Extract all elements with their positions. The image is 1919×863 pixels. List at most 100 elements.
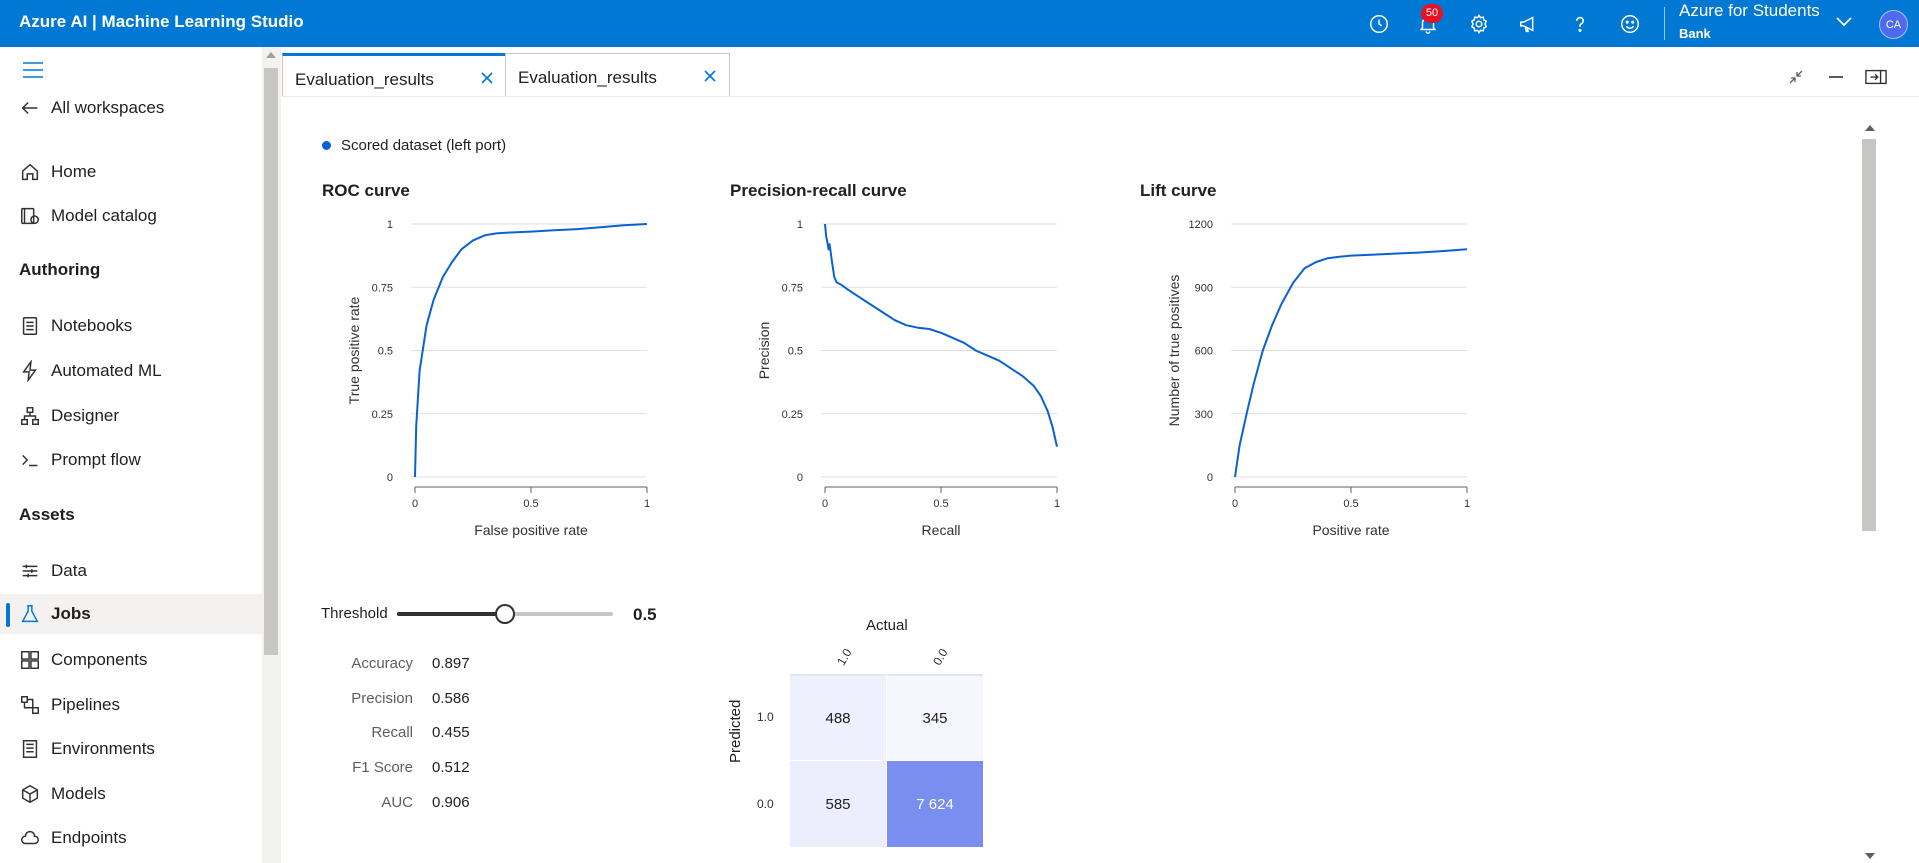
metric-name-precision: Precision	[351, 690, 413, 707]
megaphone-icon[interactable]	[1514, 9, 1544, 39]
nav-label: Endpoints	[51, 828, 127, 847]
confusion-matrix-cell-fn: 585	[790, 761, 886, 847]
designer-icon	[19, 405, 41, 427]
nav-prompt-flow[interactable]: Prompt flow	[0, 440, 262, 480]
pipeline-icon	[19, 694, 41, 716]
nav-all-workspaces[interactable]: All workspaces	[0, 88, 262, 128]
x-tick-label: 1	[644, 498, 650, 510]
history-icon[interactable]	[1364, 9, 1394, 39]
confusion-matrix-cell-tp: 488	[790, 674, 886, 760]
x-axis-label: False positive rate	[474, 522, 588, 538]
close-icon[interactable]	[701, 67, 719, 85]
section-heading-authoring: Authoring	[19, 260, 101, 279]
nav-label: Designer	[51, 406, 120, 425]
threshold-slider-fill	[397, 612, 508, 616]
nav-designer[interactable]: Designer	[0, 396, 262, 436]
app-title[interactable]: Azure AI | Machine Learning Studio	[19, 12, 304, 31]
close-icon[interactable]	[478, 69, 496, 87]
x-tick-label: 0.5	[933, 498, 948, 510]
x-axis-label: Recall	[922, 522, 961, 538]
legend-label[interactable]: Scored dataset (left port)	[341, 137, 507, 154]
nav-label: Prompt flow	[51, 450, 141, 469]
tab-evaluation-results-1[interactable]: Evaluation_results	[282, 53, 507, 96]
active-indicator	[6, 603, 10, 627]
y-tick-label: 1	[797, 219, 803, 231]
settings-icon[interactable]	[1464, 9, 1494, 39]
nav-endpoints[interactable]: Endpoints	[0, 818, 262, 858]
scroll-down-arrow-icon[interactable]	[1865, 853, 1875, 859]
nav-label: Pipelines	[51, 695, 120, 714]
pr-chart-title: Precision-recall curve	[730, 181, 907, 200]
avatar[interactable]: CA	[1879, 10, 1908, 39]
chevron-down-icon[interactable]	[1834, 11, 1854, 31]
metric-value-auc: 0.906	[432, 794, 470, 811]
confusion-matrix-column-label: 1.0	[834, 646, 855, 668]
y-tick-label: 0.75	[372, 282, 393, 294]
roc-chart-title: ROC curve	[322, 181, 410, 200]
nav-components[interactable]: Components	[0, 640, 262, 680]
hamburger-menu-icon[interactable]	[22, 61, 44, 79]
nav-label: All workspaces	[51, 98, 165, 117]
x-axis-label: Positive rate	[1312, 522, 1389, 538]
nav-automated-ml[interactable]: Automated ML	[0, 351, 262, 391]
nav-environments[interactable]: Environments	[0, 729, 262, 769]
confusion-matrix-predicted-label: Predicted	[727, 699, 744, 763]
y-tick-label: 1	[387, 219, 393, 231]
nav-label: Model catalog	[51, 206, 157, 225]
smiley-icon[interactable]	[1615, 9, 1645, 39]
notebook-icon	[19, 315, 41, 337]
components-icon	[19, 649, 41, 671]
nav-label: Home	[51, 162, 97, 181]
x-tick-label: 0.5	[523, 498, 538, 510]
data-icon	[19, 560, 41, 582]
nav-pipelines[interactable]: Pipelines	[0, 685, 262, 725]
cube-icon	[19, 783, 41, 805]
collapse-icon[interactable]	[1785, 66, 1807, 88]
minimize-icon[interactable]	[1825, 66, 1847, 88]
series-line	[1234, 248, 1468, 478]
y-tick-label: 0.25	[782, 409, 803, 421]
y-tick-label: 0.75	[782, 282, 803, 294]
notification-badge: 50	[1421, 4, 1443, 23]
nav-model-catalog[interactable]: Model catalog	[0, 196, 262, 236]
y-tick-label: 0.25	[372, 409, 393, 421]
help-icon[interactable]	[1565, 9, 1595, 39]
x-tick-label: 0.5	[1343, 498, 1358, 510]
x-tick-label: 1	[1464, 498, 1470, 510]
sidebar-scrollbar-thumb[interactable]	[264, 68, 278, 655]
nav-data[interactable]: Data	[0, 551, 262, 591]
confusion-matrix-cell-tn: 7 624	[887, 761, 983, 847]
nav-label: Environments	[51, 739, 155, 758]
metric-name-accuracy: Accuracy	[351, 655, 413, 672]
tab-evaluation-results-2[interactable]: Evaluation_results	[505, 53, 730, 96]
y-tick-label: 0	[387, 472, 393, 484]
series-line	[824, 223, 1058, 447]
topbar-divider	[1664, 7, 1665, 40]
threshold-slider-handle[interactable]	[495, 604, 515, 624]
y-axis-label: True positive rate	[346, 296, 362, 404]
metric-name-f1-score: F1 Score	[352, 759, 413, 776]
account-workspace[interactable]: Bank	[1679, 26, 1711, 41]
scroll-up-arrow-icon[interactable]	[1865, 125, 1875, 131]
legend-marker	[322, 141, 331, 150]
nav-notebooks[interactable]: Notebooks	[0, 306, 262, 346]
nav-home[interactable]: Home	[0, 152, 262, 192]
tab-label: Evaluation_results	[518, 68, 657, 87]
scroll-up-arrow-icon[interactable]	[266, 52, 276, 58]
flask-icon	[19, 603, 41, 625]
content-scrollbar-thumb[interactable]	[1862, 139, 1876, 531]
cloud-icon	[19, 827, 41, 849]
x-tick-label: 0	[412, 498, 418, 510]
y-axis-label: Number of true positives	[1166, 275, 1182, 427]
dock-panel-icon[interactable]	[1865, 66, 1887, 88]
tab-strip: Evaluation_results Evaluation_results	[281, 47, 1919, 97]
confusion-matrix-row-label: 1.0	[757, 710, 774, 724]
nav-jobs[interactable]: Jobs	[0, 594, 262, 634]
account-name[interactable]: Azure for Students	[1679, 1, 1820, 20]
y-axis-label: Precision	[756, 322, 772, 380]
threshold-value: 0.5	[633, 605, 657, 624]
lightning-icon	[19, 360, 41, 382]
metric-value-f1-score: 0.512	[432, 759, 470, 776]
nav-models[interactable]: Models	[0, 774, 262, 814]
metric-value-precision: 0.586	[432, 690, 470, 707]
